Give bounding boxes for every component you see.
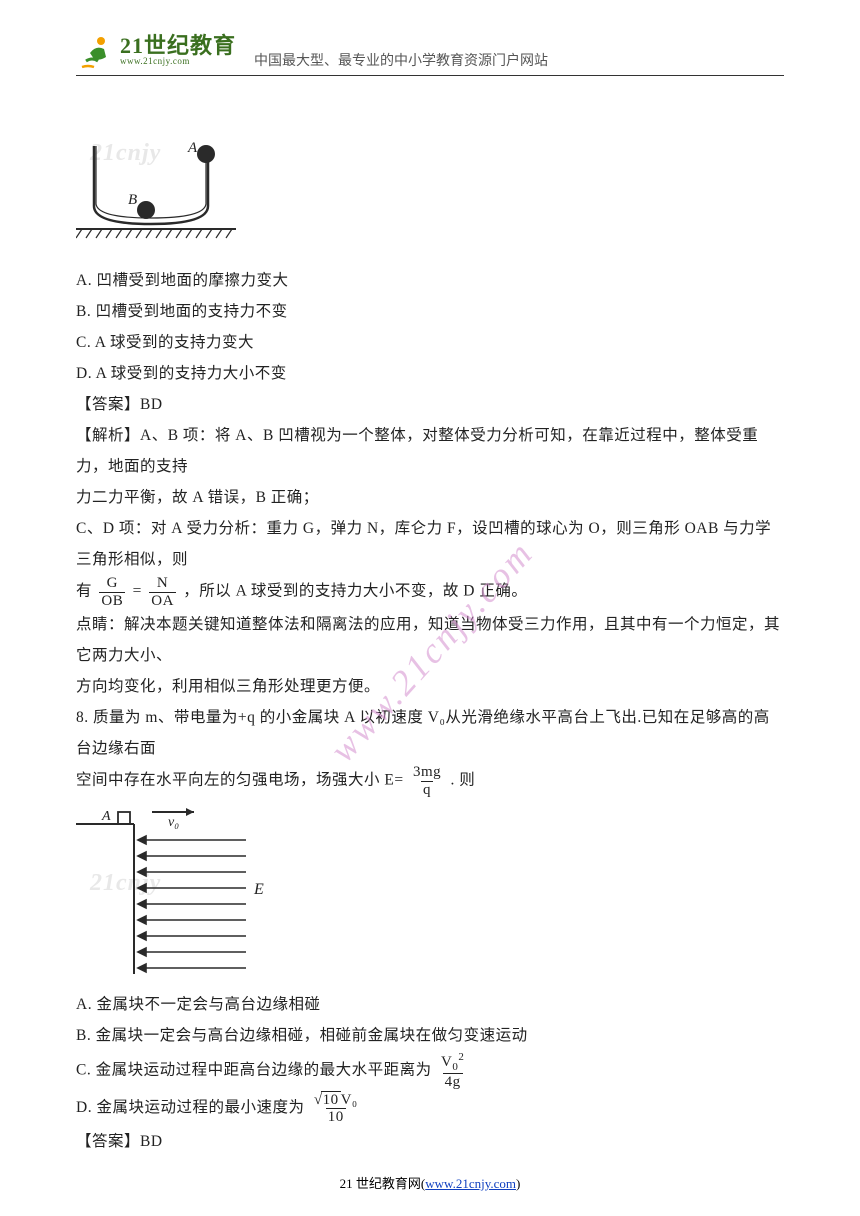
- explain-text: A、B 项：将 A、B 凹槽视为一个整体，对整体受力分析可知，在靠近过程中，整体…: [76, 427, 758, 475]
- text: D. 金属块运动过程的最小速度为: [76, 1099, 304, 1116]
- option-d2: D. 金属块运动过程的最小速度为 √10V₀ 10: [76, 1091, 784, 1126]
- explain-line: 力二力平衡，故 A 错误，B 正确；: [76, 482, 784, 513]
- footerer-text: 21 世纪教育网(: [340, 1176, 426, 1191]
- document-content: A B A. 凹槽受到地面的摩擦力变大 B. 凹槽受到地面的支持力不变 C. A…: [76, 104, 784, 1157]
- numerator: √10V₀: [312, 1091, 360, 1109]
- footer-text: ): [516, 1176, 520, 1191]
- text: 有: [76, 583, 92, 600]
- footer-link[interactable]: www.21cnjy.com: [425, 1176, 516, 1191]
- logo-sub-text: www.21cnjy.com: [120, 57, 236, 66]
- svg-text:E: E: [253, 881, 264, 898]
- answer-1: 【答案】BD: [76, 389, 784, 420]
- explain-line: 点睛：解决本题关键知道整体法和隔离法的应用，知道当物体受三力作用，且其中有一个力…: [76, 609, 784, 671]
- answer-value: BD: [140, 1133, 163, 1150]
- fraction: N OA: [149, 575, 176, 609]
- denominator: OA: [149, 592, 176, 610]
- explain-label: 【解析】: [76, 427, 140, 444]
- option-b: B. 凹槽受到地面的支持力不变: [76, 296, 784, 327]
- option-a: A. 凹槽受到地面的摩擦力变大: [76, 265, 784, 296]
- answer-label: 【答案】: [76, 1133, 140, 1150]
- svg-text:B: B: [128, 192, 137, 208]
- page-header: 21世纪教育 www.21cnjy.com 中国最大型、最专业的中小学教育资源门…: [76, 26, 784, 76]
- denominator: 4g: [443, 1073, 463, 1091]
- header-tagline: 中国最大型、最专业的中小学教育资源门户网站: [254, 50, 548, 70]
- text: C. 金属块运动过程中距高台边缘的最大水平距离为: [76, 1061, 432, 1078]
- fraction: 3mg q: [411, 764, 443, 798]
- fraction: G OB: [99, 575, 125, 609]
- answer-label: 【答案】: [76, 396, 140, 413]
- option-c2: C. 金属块运动过程中距高台边缘的最大水平距离为 V02 4g: [76, 1051, 784, 1091]
- diagram-bowl: A B: [76, 134, 784, 249]
- option-a2: A. 金属块不一定会与高台边缘相碰: [76, 989, 784, 1020]
- page-footer: 21 世纪教育网(www.21cnjy.com): [0, 1173, 860, 1192]
- text: . 则: [451, 772, 476, 789]
- option-d: D. A 球受到的支持力大小不变: [76, 358, 784, 389]
- answer-value: BD: [140, 396, 163, 413]
- option-b2: B. 金属块一定会与高台边缘相碰，相碰前金属块在做匀变速运动: [76, 1020, 784, 1051]
- q8-line1: 8. 质量为 m、带电量为+q 的小金属块 A 以初速度 V₀从光滑绝缘水平高台…: [76, 702, 784, 764]
- diagram-field: A v₀ E: [76, 804, 784, 979]
- site-logo: 21世纪教育 www.21cnjy.com: [76, 31, 236, 71]
- answer-2: 【答案】BD: [76, 1126, 784, 1157]
- fraction: V02 4g: [439, 1051, 466, 1091]
- explain-line: C、D 项：对 A 受力分析：重力 G，弹力 N，库仑力 F，设凹槽的球心为 O…: [76, 513, 784, 575]
- explain-line: 方向均变化，利用相似三角形处理更方便。: [76, 671, 784, 702]
- explain-line: 有 G OB = N OA ，所以 A 球受到的支持力大小不变，故 D 正确。: [76, 575, 784, 609]
- runner-icon: [76, 31, 116, 71]
- svg-text:v₀: v₀: [168, 815, 179, 830]
- text: 空间中存在水平向左的匀强电场，场强大小 E=: [76, 772, 404, 789]
- logo-main-text: 21世纪教育: [120, 35, 236, 57]
- numerator: 3mg: [411, 764, 443, 781]
- denominator: 10: [326, 1108, 346, 1126]
- numerator: V02: [439, 1051, 466, 1073]
- numerator: G: [105, 575, 120, 592]
- numerator: N: [155, 575, 170, 592]
- denominator: OB: [99, 592, 125, 610]
- svg-text:A: A: [187, 140, 198, 156]
- option-c: C. A 球受到的支持力变大: [76, 327, 784, 358]
- denominator: q: [421, 781, 433, 799]
- explain-line: 【解析】A、B 项：将 A、B 凹槽视为一个整体，对整体受力分析可知，在靠近过程…: [76, 420, 784, 482]
- svg-text:A: A: [101, 809, 111, 824]
- eq-sign: =: [133, 583, 147, 600]
- q8-line2: 空间中存在水平向左的匀强电场，场强大小 E= 3mg q . 则: [76, 764, 784, 798]
- text: ，所以 A 球受到的支持力大小不变，故 D 正确。: [183, 583, 527, 600]
- fraction: √10V₀ 10: [312, 1091, 360, 1126]
